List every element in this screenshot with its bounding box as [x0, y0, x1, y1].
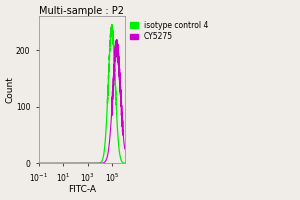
Legend: isotype control 4, CY5275: isotype control 4, CY5275 — [129, 20, 209, 42]
isotype control 4 — [127, 162, 131, 165]
Line: isotype control 4: isotype control 4 — [39, 24, 131, 163]
isotype control 4 — [37, 162, 40, 165]
Y-axis label: Count: Count — [6, 76, 15, 103]
isotype control 4 — [110, 23, 114, 26]
CY5275 — [115, 38, 118, 41]
isotype control 4 — [129, 162, 133, 165]
Line: CY5275: CY5275 — [39, 40, 131, 163]
CY5275 — [37, 162, 40, 165]
CY5275 — [47, 162, 51, 165]
isotype control 4 — [47, 162, 51, 165]
isotype control 4 — [72, 162, 76, 165]
CY5275 — [72, 162, 76, 165]
isotype control 4 — [53, 162, 56, 165]
isotype control 4 — [117, 148, 121, 151]
CY5275 — [117, 67, 121, 69]
CY5275 — [76, 162, 80, 165]
Title: Multi-sample : P2: Multi-sample : P2 — [39, 6, 124, 16]
isotype control 4 — [76, 162, 80, 165]
CY5275 — [127, 161, 131, 164]
CY5275 — [129, 162, 133, 164]
CY5275 — [53, 162, 56, 165]
X-axis label: FITC-A: FITC-A — [68, 185, 96, 194]
